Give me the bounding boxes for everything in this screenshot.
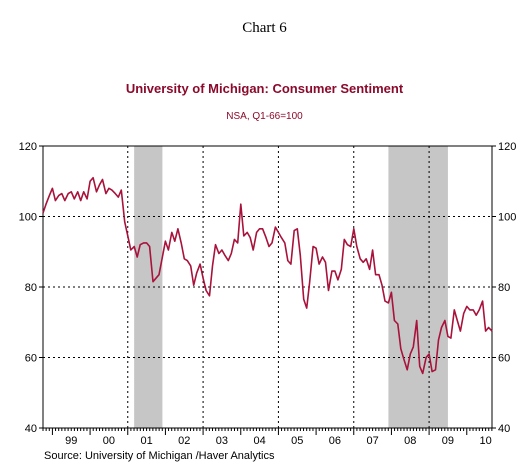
x-tick-label: 05	[291, 435, 303, 447]
x-axis: 99 00 01 02 03 04 05 06 07 08 09 10	[65, 435, 492, 447]
series-group	[42, 176, 493, 375]
x-tick-label: 99	[65, 435, 77, 447]
x-tick-label: 03	[216, 435, 228, 447]
y-tick-label-right: 100	[498, 212, 516, 224]
y-tick-label-left: 80	[25, 282, 37, 294]
x-tick-label: 08	[404, 435, 416, 447]
y-tick-label-left: 100	[19, 212, 37, 224]
y-tick-label-right: 40	[498, 423, 510, 435]
chart-number: Chart 6	[242, 20, 287, 36]
chart-title: University of Michigan: Consumer Sentime…	[125, 81, 404, 96]
x-tick-label: 04	[253, 435, 265, 447]
x-tick-label: 06	[329, 435, 341, 447]
x-tick-label: 07	[366, 435, 378, 447]
x-tick-label: 00	[103, 435, 115, 447]
x-tick-label: 01	[140, 435, 152, 447]
gridlines	[43, 146, 492, 428]
y-tick-label-left: 60	[25, 353, 37, 365]
y-axis-left: 40 60 80 100 120	[19, 141, 37, 435]
source-note: Source: University of Michigan /Haver An…	[44, 450, 275, 462]
y-tick-label-right: 60	[498, 353, 510, 365]
x-tick-label: 10	[479, 435, 491, 447]
x-tick-label: 09	[442, 435, 454, 447]
chart-subtitle: NSA, Q1-66=100	[226, 111, 303, 122]
y-tick-label-right: 120	[498, 141, 516, 153]
series-line-1	[42, 176, 493, 375]
y-tick-label-left: 40	[25, 423, 37, 435]
axis-ticks	[39, 145, 496, 435]
y-tick-label-right: 80	[498, 282, 510, 294]
y-axis-right: 40 60 80 100 120	[498, 141, 516, 435]
x-tick-label: 02	[178, 435, 190, 447]
y-tick-label-left: 120	[19, 141, 37, 153]
recession-shading	[134, 146, 448, 428]
